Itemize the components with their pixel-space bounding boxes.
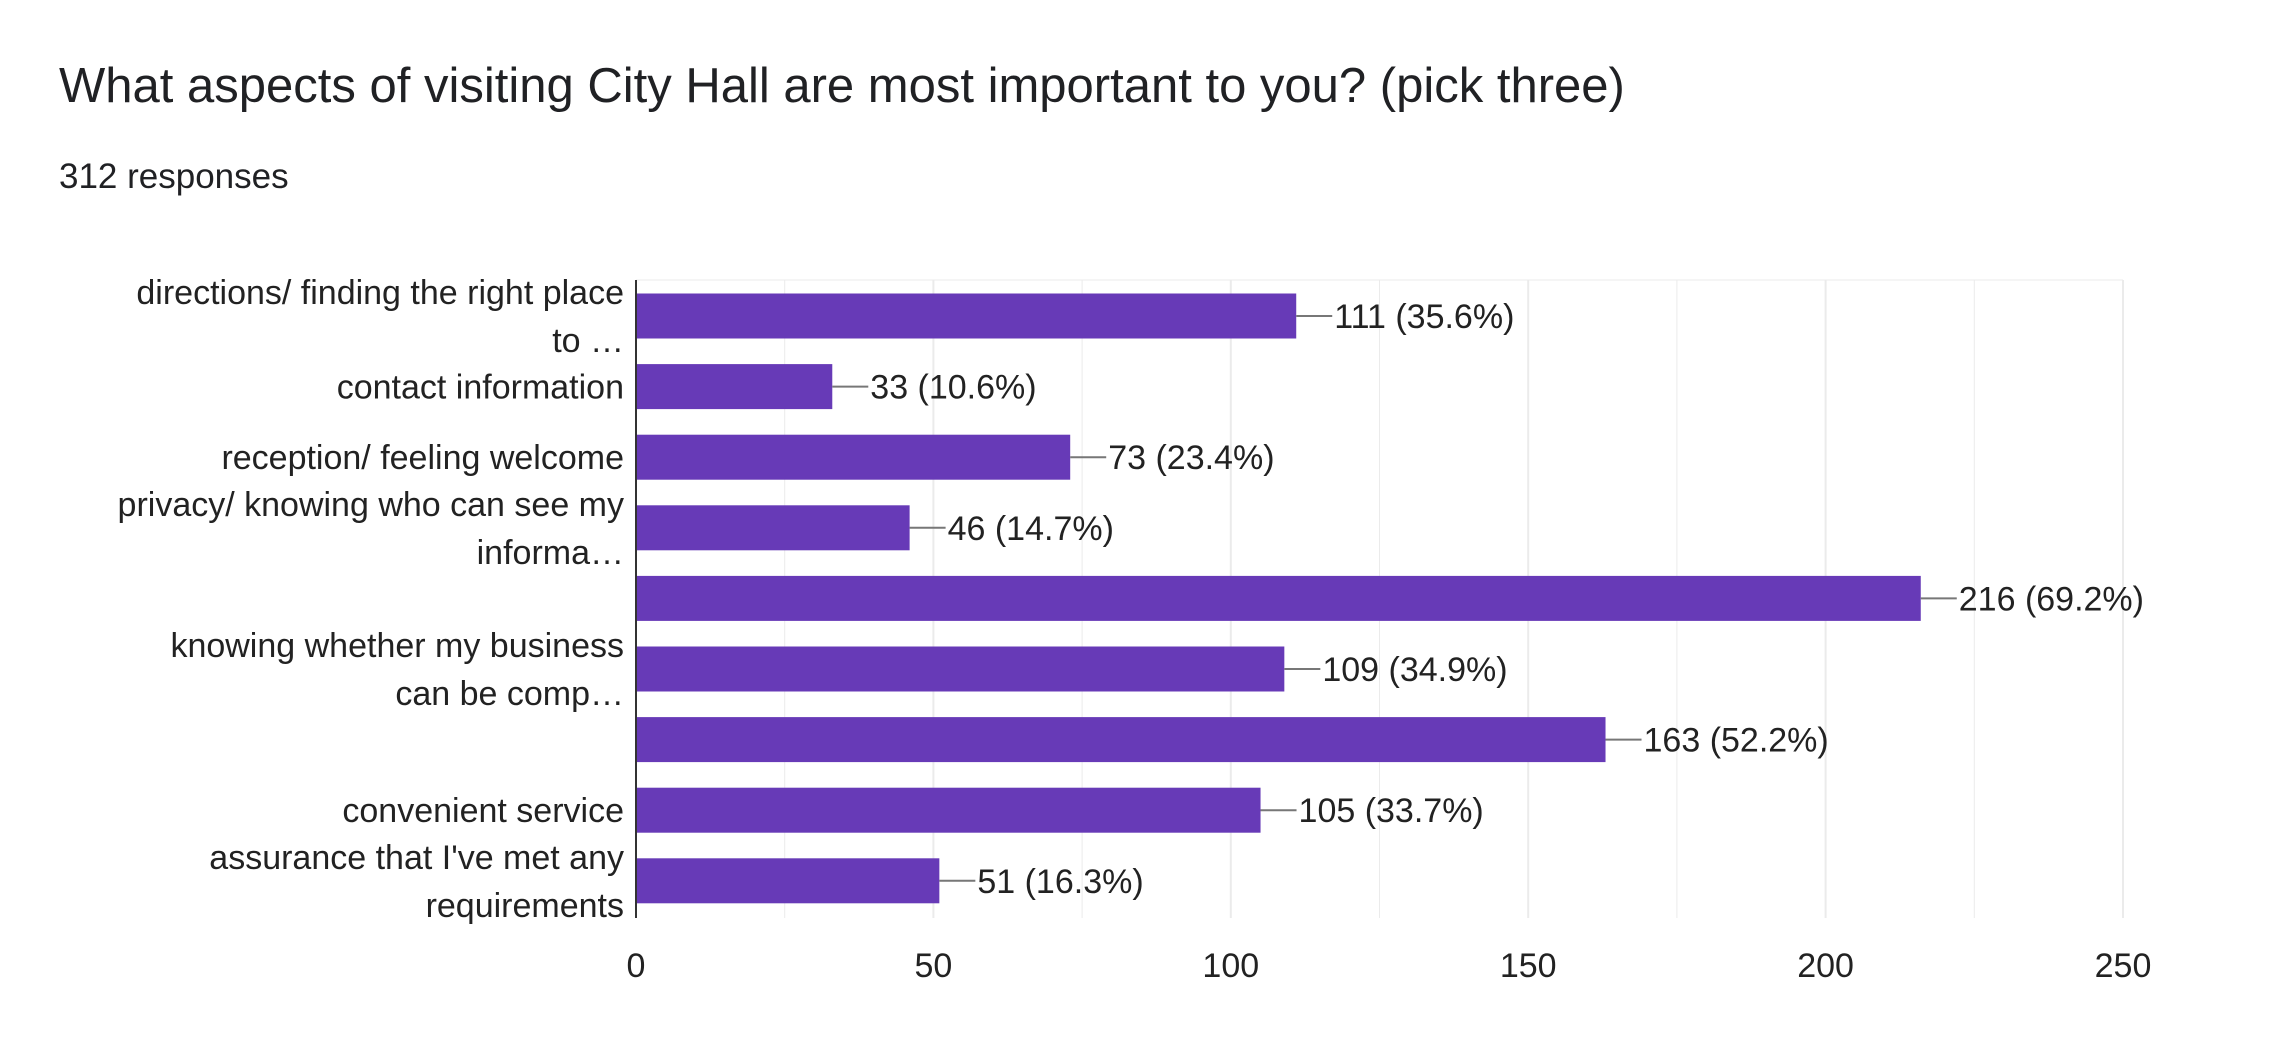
category-label: can be comp… xyxy=(395,675,624,713)
category-label: informa… xyxy=(477,534,624,572)
category-label: convenient service xyxy=(342,792,624,830)
data-label: 163 (52.2%) xyxy=(1644,722,1829,760)
data-label: 33 (10.6%) xyxy=(870,369,1036,407)
x-tick-label: 150 xyxy=(1500,947,1557,985)
bar xyxy=(636,646,1285,692)
x-tick-label: 50 xyxy=(914,947,952,985)
bar xyxy=(636,293,1297,339)
category-label: privacy/ knowing who can see my xyxy=(118,486,624,524)
data-label: 109 (34.9%) xyxy=(1322,651,1507,689)
bar xyxy=(636,717,1606,763)
category-label: requirements xyxy=(426,887,624,925)
category-label: directions/ finding the right place xyxy=(136,274,624,312)
bar xyxy=(636,858,940,904)
bar xyxy=(636,364,833,410)
category-label: to … xyxy=(552,322,624,360)
data-label: 73 (23.4%) xyxy=(1108,439,1274,477)
data-label: 46 (14.7%) xyxy=(948,510,1114,548)
category-label: reception/ feeling welcome xyxy=(221,439,624,477)
category-label: knowing whether my business xyxy=(170,627,624,665)
data-label: 105 (33.7%) xyxy=(1299,792,1484,830)
x-tick-label: 200 xyxy=(1797,947,1854,985)
bar xyxy=(636,575,1921,621)
x-tick-label: 250 xyxy=(2095,947,2152,985)
bar xyxy=(636,434,1071,480)
labels: 0 50 100 150 200 250 111 (35.6%) directions/ fi… xyxy=(118,274,2152,985)
bar xyxy=(636,505,910,551)
data-label: 111 (35.6%) xyxy=(1334,298,1514,336)
bar xyxy=(636,787,1261,833)
x-tick-label: 0 xyxy=(627,947,646,985)
chart-title: What aspects of visiting City Hall are m… xyxy=(59,59,1625,113)
response-count: 312 responses xyxy=(59,157,289,196)
data-label: 51 (16.3%) xyxy=(977,863,1143,901)
category-label: contact information xyxy=(337,369,624,407)
data-label: 216 (69.2%) xyxy=(1959,580,2144,618)
bars xyxy=(636,293,1957,904)
x-tick-label: 100 xyxy=(1202,947,1259,985)
category-label: assurance that I've met any xyxy=(209,839,624,877)
